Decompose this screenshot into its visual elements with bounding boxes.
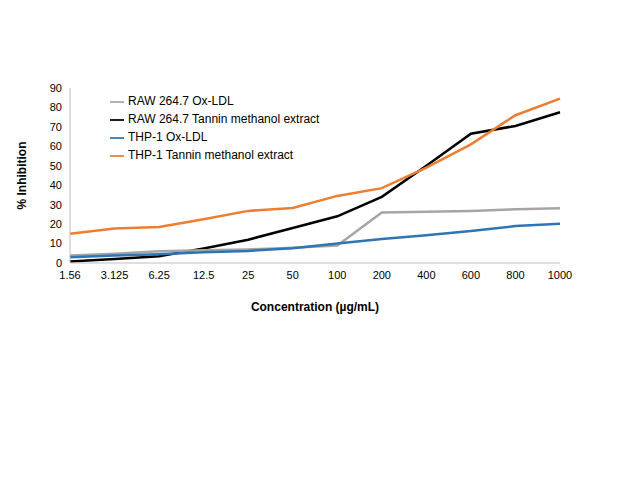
svg-text:400: 400 xyxy=(417,269,435,281)
svg-text:12.5: 12.5 xyxy=(193,269,214,281)
svg-text:% Inhibition: % Inhibition xyxy=(15,142,29,210)
svg-text:10: 10 xyxy=(50,237,62,249)
svg-text:1.56: 1.56 xyxy=(59,269,80,281)
svg-text:60: 60 xyxy=(50,140,62,152)
svg-text:20: 20 xyxy=(50,218,62,230)
html-text:THP-1 Tannin methanol extract: THP-1 Tannin methanol extract xyxy=(128,148,294,162)
svg-text:1000: 1000 xyxy=(548,269,572,281)
svg-text:100: 100 xyxy=(328,269,346,281)
svg-text:6.25: 6.25 xyxy=(148,269,169,281)
svg-text:50: 50 xyxy=(287,269,299,281)
html-text:RAW 264.7 Ox-LDL: RAW 264.7 Ox-LDL xyxy=(128,94,234,108)
svg-text:200: 200 xyxy=(373,269,391,281)
svg-text:Concentration (µg/mL): Concentration (µg/mL) xyxy=(251,300,379,314)
svg-text:70: 70 xyxy=(50,121,62,133)
svg-text:90: 90 xyxy=(50,82,62,94)
svg-text:30: 30 xyxy=(50,199,62,211)
svg-text:600: 600 xyxy=(462,269,480,281)
svg-text:80: 80 xyxy=(50,101,62,113)
svg-text:25: 25 xyxy=(242,269,254,281)
svg-text:40: 40 xyxy=(50,179,62,191)
svg-text:50: 50 xyxy=(50,160,62,172)
svg-text:3.125: 3.125 xyxy=(101,269,129,281)
html-text:THP-1 Ox-LDL: THP-1 Ox-LDL xyxy=(128,130,208,144)
html-text:RAW 264.7 Tannin methanol extr: RAW 264.7 Tannin methanol extract xyxy=(128,112,320,126)
svg-text:0: 0 xyxy=(56,257,62,269)
svg-text:800: 800 xyxy=(506,269,524,281)
